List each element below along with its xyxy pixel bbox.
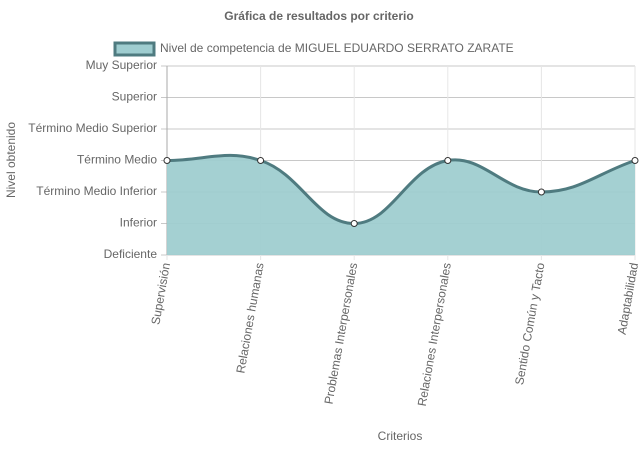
x-tick-label: Adaptabilidad (615, 262, 639, 336)
area (167, 155, 635, 255)
y-tick-label: Muy Superior (86, 58, 157, 72)
point (350, 220, 358, 227)
y-tick-label: Término Medio Inferior (36, 184, 157, 198)
y-tick-label: Superior (112, 90, 157, 104)
x-tick-label: Problemas Interpersonales (322, 262, 361, 406)
y-tick-label: Término Medio Superior (28, 121, 157, 135)
y-axis-title: Nivel obtenido (4, 122, 18, 198)
legend-label: Nivel de competencia de MIGUEL EDUARDO S… (160, 41, 514, 55)
point (631, 157, 639, 164)
point (537, 188, 545, 196)
y-tick-label: Término Medio (77, 153, 157, 167)
chart-title: Gráfica de resultados por criterio (224, 9, 413, 23)
y-tick-label: Inferior (120, 216, 157, 230)
x-tick-label: Relaciones Interpersonales (415, 262, 454, 408)
x-tick-label: Relaciones humanas (233, 262, 266, 375)
legend-swatch (113, 41, 156, 57)
x-axis-title: Criterios (378, 429, 423, 443)
point (163, 157, 171, 164)
y-tick-label: Deficiente (104, 247, 158, 261)
point (444, 157, 452, 164)
x-tick-label: Supervisión (148, 262, 173, 326)
x-tick-label: Sentido Común y Tacto (512, 261, 547, 386)
point (257, 157, 265, 164)
